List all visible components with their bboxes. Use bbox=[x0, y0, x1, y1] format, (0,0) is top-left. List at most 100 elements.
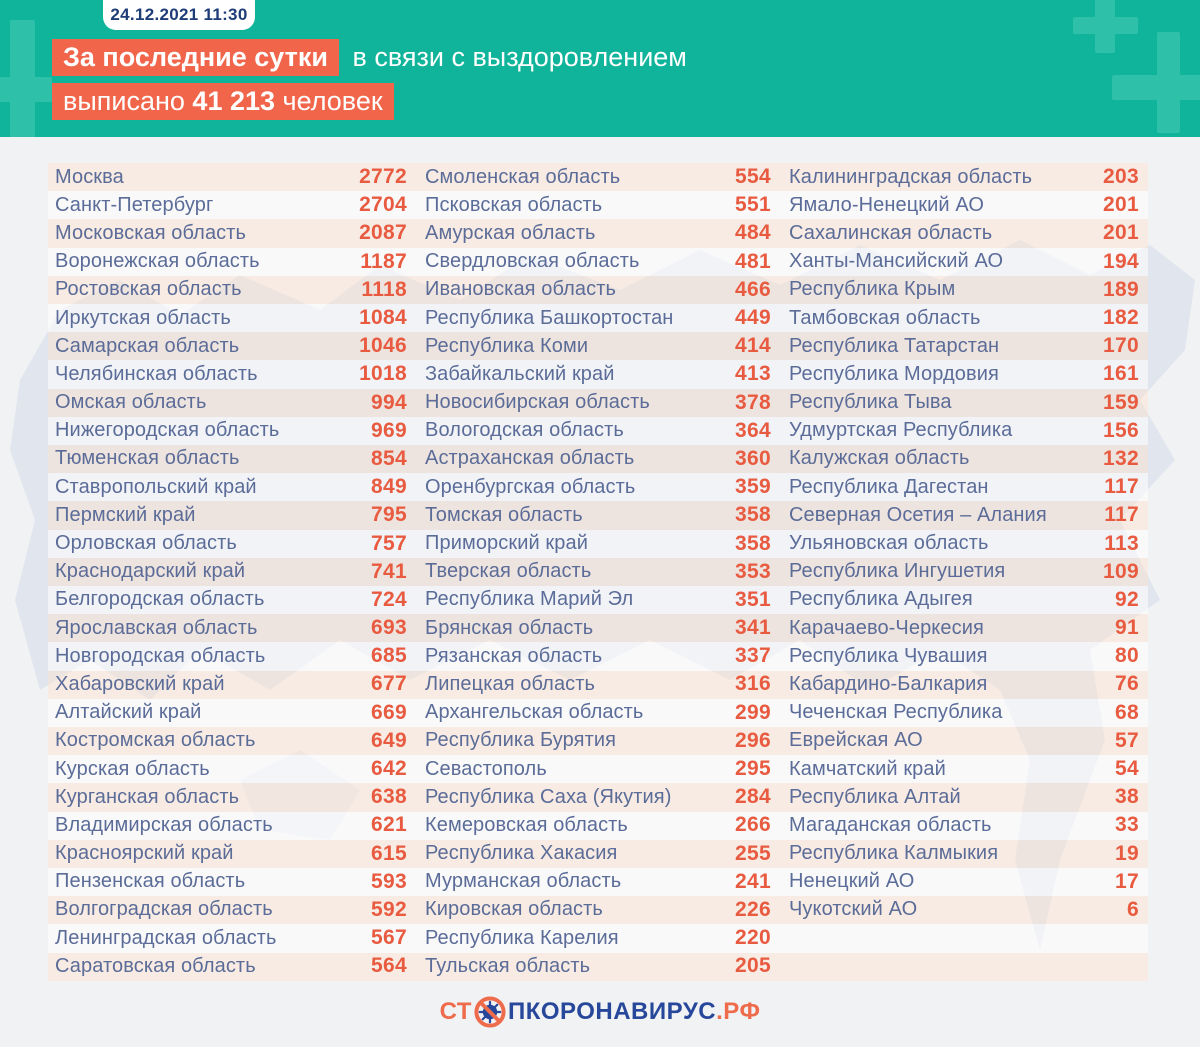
region-name: Новгородская область bbox=[55, 644, 266, 667]
table-row: Республика Саха (Якутия) 284 bbox=[425, 783, 771, 811]
region-name: Пермский край bbox=[55, 503, 196, 526]
table-row: Сахалинская область 201 bbox=[789, 219, 1139, 247]
table-stripe bbox=[48, 614, 1148, 643]
region-value: 741 bbox=[371, 559, 407, 583]
region-value: 76 bbox=[1115, 672, 1139, 696]
region-value: 6 bbox=[1127, 897, 1139, 921]
region-name: Ивановская область bbox=[425, 278, 617, 301]
table-row: Рязанская область 337 bbox=[425, 642, 771, 670]
logo-text-middle: пкоронавирус bbox=[507, 998, 717, 1025]
region-value: 1118 bbox=[361, 277, 407, 301]
region-name: Республика Крым bbox=[789, 278, 956, 301]
table-row: Мурманская область 241 bbox=[425, 868, 771, 896]
region-name: Ямало-Ненецкий АО bbox=[789, 193, 984, 216]
region-name: Кировская область bbox=[425, 898, 603, 921]
region-name: Московская область bbox=[55, 221, 247, 244]
region-value: 1046 bbox=[359, 334, 407, 358]
table-stripe bbox=[48, 755, 1148, 784]
table-row: Орловская область 757 bbox=[55, 529, 407, 557]
region-name: Астраханская область bbox=[425, 447, 635, 470]
table-stripe bbox=[48, 219, 1148, 248]
region-value: 353 bbox=[735, 559, 771, 583]
region-value: 226 bbox=[735, 897, 771, 921]
region-value: 969 bbox=[371, 418, 407, 442]
region-value: 414 bbox=[735, 334, 771, 358]
region-name: Республика Башкортостан bbox=[425, 306, 674, 329]
table-row: Липецкая область 316 bbox=[425, 670, 771, 698]
table-row: Владимирская область 621 bbox=[55, 811, 407, 839]
region-name: Орловская область bbox=[55, 532, 237, 555]
region-value: 795 bbox=[371, 503, 407, 527]
region-name: Амурская область bbox=[425, 221, 596, 244]
region-value: 156 bbox=[1103, 418, 1139, 442]
region-value: 564 bbox=[371, 954, 407, 978]
table-row: Новосибирская область 378 bbox=[425, 389, 771, 417]
table-row: Свердловская область 481 bbox=[425, 248, 771, 276]
region-value: 341 bbox=[735, 616, 771, 640]
region-name: Республика Марий Эл bbox=[425, 588, 634, 611]
table-row: Республика Калмыкия 19 bbox=[789, 840, 1139, 868]
region-name: Новосибирская область bbox=[425, 391, 650, 414]
region-name: Курская область bbox=[55, 757, 210, 780]
region-name: Смоленская область bbox=[425, 165, 621, 188]
region-value: 38 bbox=[1115, 785, 1139, 809]
region-name: Свердловская область bbox=[425, 250, 640, 273]
table-row: Республика Дагестан 117 bbox=[789, 473, 1139, 501]
region-name: Республика Алтай bbox=[789, 785, 961, 808]
table-row: Чеченская Республика 68 bbox=[789, 699, 1139, 727]
region-value: 109 bbox=[1103, 559, 1139, 583]
headline-line-1: За последние сутки в связи с выздоровлен… bbox=[52, 39, 687, 76]
region-value: 592 bbox=[371, 897, 407, 921]
table-row: Вологодская область 364 bbox=[425, 417, 771, 445]
region-value: 54 bbox=[1115, 757, 1139, 781]
logo-text-suffix: .рф bbox=[716, 998, 761, 1025]
table-stripe bbox=[48, 247, 1148, 276]
table-row: Республика Мордовия 161 bbox=[789, 360, 1139, 388]
region-name: Еврейская АО bbox=[789, 729, 923, 752]
region-name: Чеченская Республика bbox=[789, 701, 1003, 724]
region-value: 337 bbox=[735, 644, 771, 668]
table-row: Республика Тыва 159 bbox=[789, 389, 1139, 417]
table-row: Белгородская область 724 bbox=[55, 586, 407, 614]
region-name: Севастополь bbox=[425, 757, 547, 780]
region-name: Кемеровская область bbox=[425, 813, 628, 836]
region-name: Тюменская область bbox=[55, 447, 240, 470]
discharged-prefix: выписано bbox=[63, 86, 185, 116]
table-row: Удмуртская Республика 156 bbox=[789, 417, 1139, 445]
table-stripe bbox=[48, 191, 1148, 220]
table-stripe bbox=[48, 586, 1148, 615]
stopcoronavirus-logo: ст пкоронавирус .рф bbox=[0, 992, 1200, 1032]
region-name: Республика Хакасия bbox=[425, 842, 618, 865]
table-column-1: Москва 2772 Санкт-Петербург 2704 Московская … bbox=[55, 163, 407, 980]
region-name: Курганская область bbox=[55, 785, 240, 808]
table-row: Северная Осетия – Алания 117 bbox=[789, 501, 1139, 529]
header-banner: 24.12.2021 11:30 За последние сутки в св… bbox=[0, 0, 1200, 137]
table-row: Брянская область 341 bbox=[425, 614, 771, 642]
table-row: Московская область 2087 bbox=[55, 219, 407, 247]
region-value: 117 bbox=[1104, 503, 1139, 527]
headline-rest: в связи с выздоровлением bbox=[352, 42, 687, 72]
region-name: Костромская область bbox=[55, 729, 256, 752]
table-row: Кемеровская область 266 bbox=[425, 811, 771, 839]
table-stripe bbox=[48, 642, 1148, 671]
region-value: 266 bbox=[735, 813, 771, 837]
table-row: Саратовская область 564 bbox=[55, 952, 407, 980]
region-name: Красноярский край bbox=[55, 842, 234, 865]
recovery-table: Москва 2772 Санкт-Петербург 2704 Московская … bbox=[48, 163, 1148, 981]
table-row: Смоленская область 554 bbox=[425, 163, 771, 191]
region-value: 649 bbox=[371, 728, 407, 752]
table-row: Ненецкий АО 17 bbox=[789, 868, 1139, 896]
region-value: 551 bbox=[735, 193, 771, 217]
table-stripe bbox=[48, 924, 1148, 953]
table-column-2: Смоленская область 554 Псковская область 55… bbox=[425, 163, 771, 980]
region-value: 284 bbox=[735, 785, 771, 809]
table-stripe bbox=[48, 698, 1148, 727]
headline-line2-box: выписано 41 213 человек bbox=[52, 83, 394, 120]
region-name: Сахалинская область bbox=[789, 221, 993, 244]
table-row: Еврейская АО 57 bbox=[789, 727, 1139, 755]
region-value: 2772 bbox=[359, 165, 407, 189]
region-value: 484 bbox=[735, 221, 771, 245]
region-value: 359 bbox=[735, 475, 771, 499]
region-value: 205 bbox=[735, 954, 771, 978]
